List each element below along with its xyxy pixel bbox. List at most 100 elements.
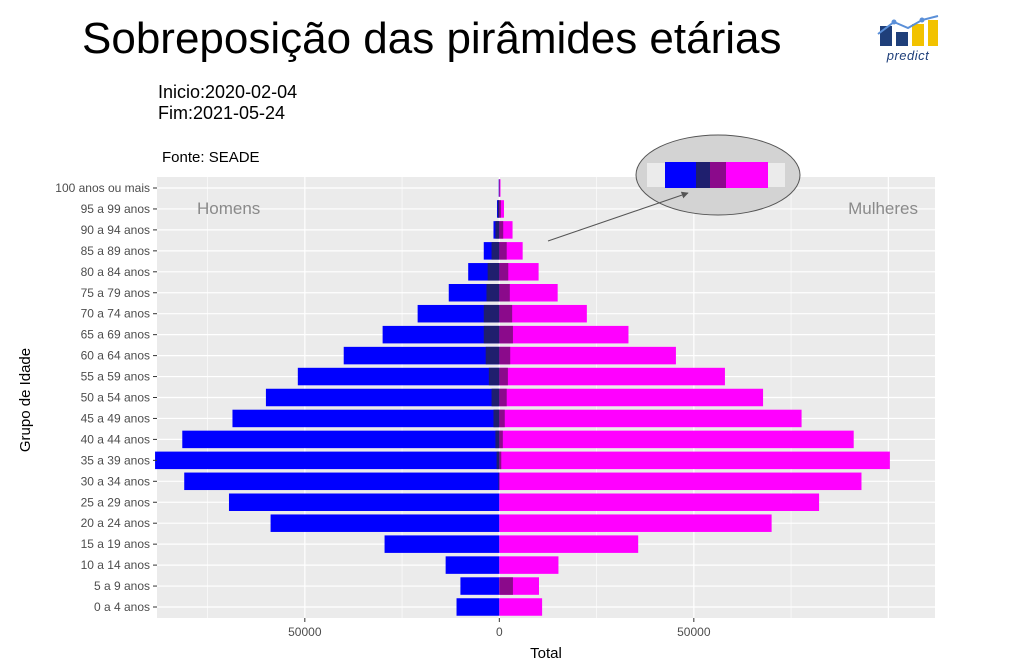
bar-men-total (417, 304, 500, 323)
bar-men-overlap (486, 284, 500, 302)
bar-women-overlap (499, 304, 513, 323)
bar-men-total (460, 577, 500, 595)
bar-women-total (499, 179, 501, 197)
bar-women-total (499, 200, 504, 218)
bar-women-overlap (499, 242, 507, 260)
bar-men-total (228, 493, 500, 511)
y-tick-label: 30 a 34 anos (81, 474, 150, 488)
bar-men-total (297, 367, 500, 386)
y-tick-label: 0 a 4 anos (94, 600, 150, 614)
bar-women-overlap (499, 430, 503, 449)
men-annotation: Homens (197, 199, 260, 218)
zoom-women-overlap (710, 162, 726, 188)
bar-men-total (382, 325, 500, 344)
y-tick-label: 100 anos ou mais (55, 181, 150, 195)
bar-women-overlap (499, 388, 507, 407)
women-annotation: Mulheres (848, 199, 918, 218)
bar-women-total (499, 535, 639, 553)
bar-men-total (445, 556, 500, 574)
y-tick-label: 60 a 64 anos (81, 349, 150, 363)
bar-men-overlap (488, 367, 500, 386)
y-tick-label: 35 a 39 anos (81, 453, 150, 467)
y-tick-label: 5 a 9 anos (94, 579, 150, 593)
bar-men-overlap (498, 472, 500, 491)
bar-men-overlap (491, 388, 500, 407)
bar-men-overlap (487, 263, 500, 281)
bar-men-total (184, 472, 500, 491)
start-date-label: Inicio:2020-02-04 (158, 82, 298, 102)
y-tick-label: 80 a 84 anos (81, 265, 150, 279)
bar-men-total (384, 535, 500, 553)
y-tick-label: 95 a 99 anos (81, 202, 150, 216)
y-tick-label: 55 a 59 anos (81, 370, 150, 384)
bar-women-total (499, 388, 764, 407)
source-label: Fonte: SEADE (162, 149, 260, 166)
bar-women-overlap (499, 409, 505, 428)
bar-women-total (499, 472, 862, 491)
y-tick-label: 20 a 24 anos (81, 516, 150, 530)
page-title: Sobreposição das pirâmides etárias (82, 14, 782, 63)
y-tick-label: 45 a 49 anos (81, 411, 150, 425)
bar-women-overlap (499, 221, 504, 239)
bar-women-overlap (499, 284, 510, 302)
logo-bars-icon (877, 15, 939, 46)
y-tick-label: 65 a 69 anos (81, 328, 150, 342)
bar-women-total (499, 493, 820, 511)
bar-men-overlap (495, 221, 500, 239)
bar-men-overlap (497, 200, 500, 218)
bar-men-overlap (483, 304, 500, 323)
bar-women-total (499, 304, 587, 323)
zoom-women-total (726, 162, 768, 188)
y-tick-label: 90 a 94 anos (81, 223, 150, 237)
bar-men-total (270, 514, 500, 532)
bar-women-overlap (499, 577, 513, 595)
bar-women-total (499, 409, 802, 428)
logo-text: predict (886, 48, 930, 63)
bar-women-overlap (499, 451, 502, 470)
bar-men-total (182, 430, 500, 449)
y-tick-label: 25 a 29 anos (81, 495, 150, 509)
bar-women-total (499, 325, 629, 344)
bar-women-total (499, 451, 890, 470)
bar-men-overlap (495, 430, 500, 449)
bar-women-overlap (499, 200, 501, 218)
zoom-men-total (665, 162, 696, 188)
y-tick-label: 85 a 89 anos (81, 244, 150, 258)
bar-women-overlap (499, 263, 509, 281)
bar-men-overlap (491, 242, 500, 260)
bar-men-overlap (493, 409, 500, 428)
bar-women-overlap (499, 367, 508, 386)
zoom-men-overlap (696, 162, 710, 188)
bar-women-total (499, 263, 539, 281)
y-tick-label: 50 a 54 anos (81, 391, 150, 405)
y-tick-label: 75 a 79 anos (81, 286, 150, 300)
bar-women-total (499, 284, 558, 302)
y-axis-title: Grupo de Idade (17, 348, 34, 452)
y-tick-label: 10 a 14 anos (81, 558, 150, 572)
x-axis-title: Total (530, 645, 562, 662)
x-tick-label: 50000 (288, 625, 322, 639)
bar-men-overlap (496, 451, 500, 470)
bar-men-total (155, 451, 500, 470)
x-tick-label: 50000 (677, 625, 711, 639)
bar-men-total (343, 346, 500, 365)
y-tick-label: 15 a 19 anos (81, 537, 150, 551)
bar-men-total (265, 388, 500, 407)
bar-men-total (456, 598, 500, 616)
bar-women-overlap (499, 325, 513, 344)
bar-men-overlap (483, 325, 500, 344)
bar-men-total (232, 409, 500, 428)
x-tick-label: 0 (496, 625, 503, 639)
bar-men-overlap (485, 346, 500, 365)
bar-women-total (499, 514, 772, 532)
bar-women-total (499, 430, 854, 449)
zoom-arrow (547, 191, 689, 242)
y-tick-label: 70 a 74 anos (81, 307, 150, 321)
bar-women-total (499, 556, 559, 574)
bar-women-total (499, 598, 543, 616)
end-date-label: Fim:2021-05-24 (158, 103, 286, 123)
y-tick-label: 40 a 44 anos (81, 432, 150, 446)
predict-logo: predict (872, 14, 944, 66)
bar-women-total (499, 346, 676, 365)
